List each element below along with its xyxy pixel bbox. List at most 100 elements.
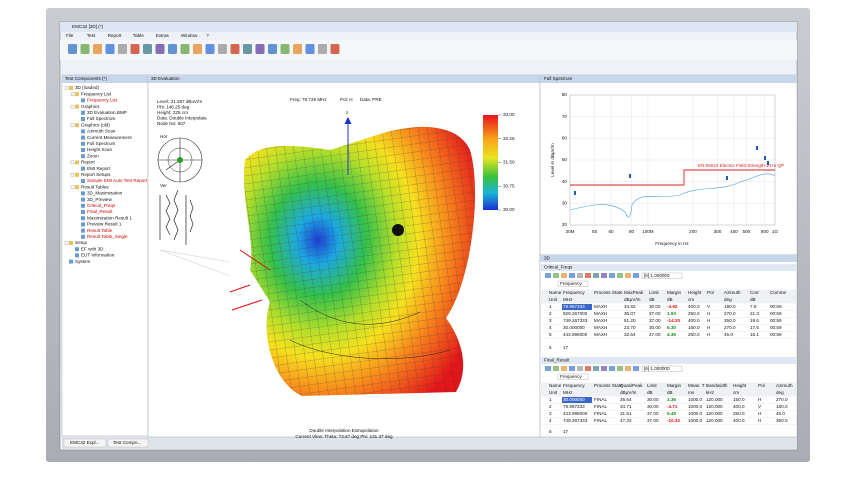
cell[interactable]: 34.71 xyxy=(620,404,632,409)
column-header[interactable]: Azimuth xyxy=(724,290,741,295)
cell[interactable]: 443.996000 xyxy=(563,411,588,416)
table-tool[interactable] xyxy=(633,366,639,371)
tree-item[interactable]: Frequency List xyxy=(81,91,112,96)
cell[interactable]: 37.00 xyxy=(647,411,659,416)
cell[interactable]: 2 xyxy=(549,404,552,409)
column-header[interactable]: Frequency xyxy=(563,290,585,295)
expander[interactable] xyxy=(70,123,75,127)
tool-button[interactable] xyxy=(205,44,215,54)
cell[interactable]: 250.0 xyxy=(733,411,745,416)
tool-button[interactable] xyxy=(143,44,152,54)
menu-item[interactable]: Table xyxy=(133,33,144,38)
cell[interactable]: FINAL xyxy=(594,404,607,409)
column-header[interactable]: Name xyxy=(549,383,562,388)
cell[interactable]: 31.51 xyxy=(620,411,632,416)
menu-item[interactable]: Report xyxy=(108,33,123,38)
cell[interactable]: 150.0 xyxy=(733,397,745,402)
column-header[interactable]: Pol xyxy=(707,290,714,295)
cell[interactable]: 400.0 xyxy=(688,304,700,309)
tree-item[interactable]: Critical_Freqs xyxy=(87,203,116,208)
cell[interactable]: 00:59 xyxy=(770,311,782,316)
cell[interactable]: 250.0 xyxy=(688,332,700,337)
tool-button[interactable] xyxy=(293,44,302,54)
expander[interactable] xyxy=(70,185,75,189)
table-tool[interactable] xyxy=(577,273,583,278)
cell[interactable]: 5.49 xyxy=(667,411,676,416)
cell[interactable]: 00:59 xyxy=(770,304,782,309)
table-tool[interactable] xyxy=(601,366,607,371)
cell[interactable]: 2 xyxy=(549,311,552,316)
cell[interactable]: 270.0 xyxy=(724,325,736,330)
column-header[interactable]: Frequency xyxy=(563,383,585,388)
taskbar-label[interactable]: EMC32 Expl... xyxy=(70,440,99,445)
table-tool[interactable] xyxy=(553,366,559,371)
cell[interactable]: 30.00 xyxy=(647,397,659,402)
tree-item[interactable]: Graphics (old) xyxy=(81,122,110,127)
tree-item[interactable]: Graphics xyxy=(81,104,100,109)
table-tool[interactable] xyxy=(593,366,599,371)
cell[interactable]: 1 xyxy=(549,304,552,309)
cell[interactable]: FINAL xyxy=(594,397,607,402)
combobox[interactable] xyxy=(557,280,589,287)
cell[interactable]: 3 xyxy=(549,318,552,323)
cell[interactable]: 45.0 xyxy=(724,332,733,337)
column-header[interactable]: Limit xyxy=(649,290,659,295)
column-header[interactable]: Height xyxy=(733,383,747,388)
combobox-value[interactable]: [6] 1.000000 xyxy=(644,273,670,278)
cell[interactable]: -4.92 xyxy=(667,304,678,309)
tree-item[interactable]: Full Spectrum xyxy=(87,116,116,121)
column-header[interactable]: Azimuth xyxy=(776,383,793,388)
cell[interactable]: 180.0 xyxy=(724,304,736,309)
cell[interactable]: 180.0 xyxy=(776,404,788,409)
cell[interactable]: -10.32 xyxy=(667,418,680,423)
combobox[interactable] xyxy=(641,365,683,372)
cell[interactable]: 30.00 xyxy=(647,404,659,409)
menu-item[interactable]: Test xyxy=(87,33,96,38)
table-tool[interactable] xyxy=(633,273,639,278)
tool-button[interactable] xyxy=(180,44,190,54)
table-tool[interactable] xyxy=(577,366,583,371)
tree-item[interactable]: 3D (loaded) xyxy=(75,85,99,90)
cell[interactable]: 6.30 xyxy=(667,325,676,330)
combobox[interactable] xyxy=(641,272,683,279)
tool-button[interactable] xyxy=(193,44,202,54)
combobox-value[interactable]: Frequency xyxy=(560,374,582,379)
cell[interactable]: MAXH xyxy=(594,318,607,323)
tree-item[interactable]: Height Scan xyxy=(87,147,112,152)
cell[interactable]: 7.8 xyxy=(750,304,757,309)
cell[interactable]: 443.996000 xyxy=(563,332,588,337)
cell[interactable]: 400.0 xyxy=(688,318,700,323)
tree-item[interactable]: Result Table xyxy=(87,228,113,233)
cell[interactable]: H xyxy=(707,325,710,330)
tree-item[interactable]: EMI Report xyxy=(87,166,111,171)
cell[interactable]: 45.0 xyxy=(776,411,785,416)
cell[interactable]: 4 xyxy=(549,418,552,423)
cell[interactable]: 17.5 xyxy=(750,325,759,330)
cell[interactable]: H xyxy=(707,311,710,316)
cell[interactable]: 79.967333 xyxy=(563,404,585,409)
cell[interactable]: 749.267333 xyxy=(563,418,588,423)
cell[interactable]: 400.0 xyxy=(733,418,745,423)
column-header[interactable]: Meas. T xyxy=(688,383,705,388)
tree-item[interactable]: Frequency List xyxy=(87,98,118,103)
column-header[interactable]: Height xyxy=(688,290,702,295)
tree-item[interactable]: 3D_Maximization xyxy=(87,191,123,196)
cell[interactable]: V xyxy=(758,404,762,409)
cell[interactable]: 1.93 xyxy=(667,311,676,316)
cell[interactable]: 250.0 xyxy=(688,311,700,316)
column-header[interactable]: Comme xyxy=(770,290,787,295)
tree-item[interactable]: Azimuth Scan xyxy=(87,129,116,134)
cell[interactable]: 26.64 xyxy=(620,397,632,402)
cell[interactable]: 1000.0 xyxy=(688,397,702,402)
tree-item[interactable]: Report Setups xyxy=(81,172,111,177)
column-header[interactable]: Process State xyxy=(594,290,623,295)
tree-item[interactable]: Preview Result 1 xyxy=(87,222,122,227)
column-header[interactable]: Process State xyxy=(594,383,623,388)
expander[interactable] xyxy=(64,241,69,245)
cell[interactable]: 00:59 xyxy=(770,332,782,337)
tool-button[interactable] xyxy=(280,44,290,54)
tool-button[interactable] xyxy=(218,44,227,54)
cell[interactable]: H xyxy=(758,418,761,423)
tool-button[interactable] xyxy=(168,44,177,54)
cell[interactable]: 37.00 xyxy=(647,418,659,423)
